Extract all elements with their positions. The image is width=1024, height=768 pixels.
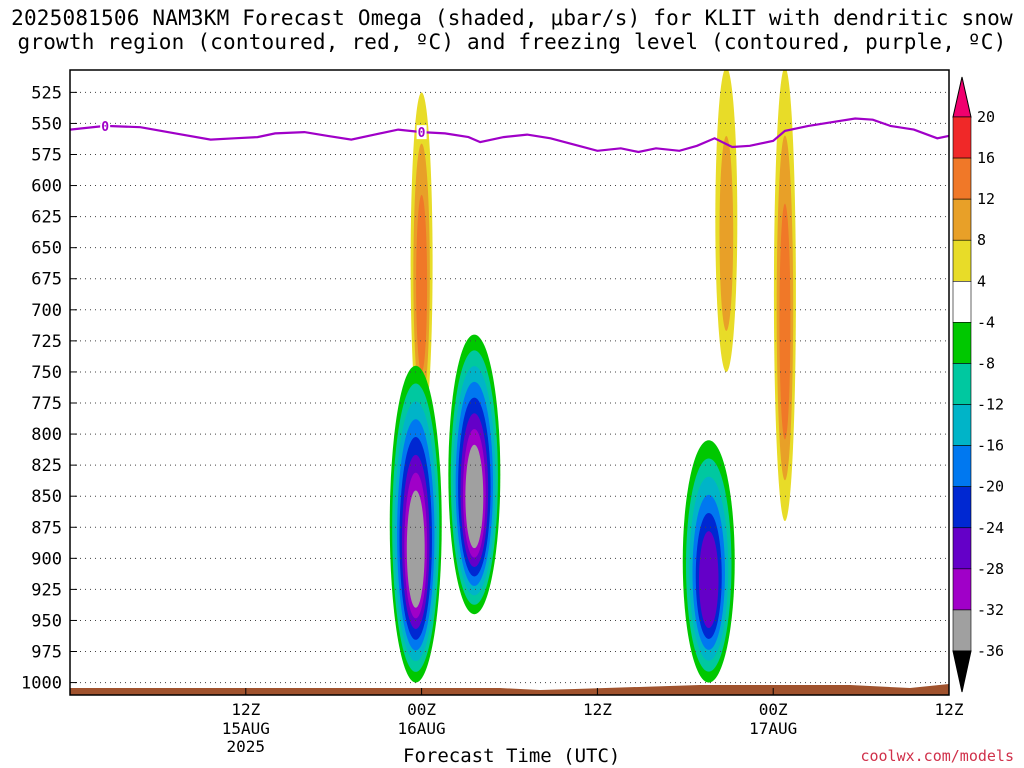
y-tick-label: 800	[31, 425, 62, 445]
x-tick-date: 15AUG	[222, 719, 270, 738]
colorbar-segment	[952, 486, 972, 529]
colorbar: 20 16 12 8 4 -4 -8 -12 -16 -20 -24 -28 -32 -36	[952, 76, 1004, 693]
omega-contour-fill	[698, 531, 719, 629]
chart-title: 2025081506 NAM3KM Forecast Omega (shaded…	[0, 6, 1024, 54]
title-line-2: growth region (contoured, red, ºC) and f…	[17, 30, 1007, 54]
omega-shading	[389, 70, 796, 683]
colorbar-label: -28	[977, 560, 1004, 578]
freezing-level-label: 0	[418, 126, 426, 141]
y-axis-ticks: 525 550 575 600 625 650 675 700 725 750 775 800 825 8…	[21, 83, 77, 694]
colorbar-label: -8	[977, 354, 995, 372]
x-tick-year: 2025	[227, 737, 266, 756]
colorbar-label: 12	[977, 190, 995, 208]
credit-text: coolwx.com/models	[860, 747, 1014, 765]
omega-contour-fill	[779, 203, 791, 440]
colorbar-label: -4	[977, 313, 995, 331]
colorbar-segment	[952, 157, 972, 200]
y-tick-label: 925	[31, 580, 62, 600]
contour-label-bg	[100, 118, 111, 133]
colorbar-segment	[952, 116, 972, 159]
x-tick-label: 12Z	[935, 700, 964, 719]
x-tick-label: 12Z	[231, 700, 260, 719]
colorbar-segment	[952, 322, 972, 364]
colorbar-segment	[952, 363, 972, 405]
y-tick-label: 750	[31, 363, 62, 383]
omega-contour-fill	[406, 490, 425, 608]
x-axis-label: Forecast Time (UTC)	[403, 745, 621, 767]
y-tick-label: 975	[31, 643, 62, 663]
x-tick-label: 00Z	[407, 700, 436, 719]
omega-contour-fill	[719, 136, 734, 331]
y-tick-label: 550	[31, 114, 62, 134]
colorbar-segment	[952, 281, 972, 323]
y-tick-label: 900	[31, 549, 62, 569]
plot-frame	[69, 69, 950, 696]
colorbar-label: -24	[977, 519, 1004, 537]
surface-terrain	[70, 684, 949, 695]
colorbar-bottom-arrow	[952, 650, 972, 693]
omega-contour-fill	[416, 194, 428, 373]
title-line-1: 2025081506 NAM3KM Forecast Omega (shaded…	[11, 6, 1013, 30]
x-tick-date: 17AUG	[749, 719, 797, 738]
x-tick-date: 16AUG	[398, 719, 446, 738]
y-tick-label: 625	[31, 208, 62, 228]
y-tick-label: 575	[31, 145, 62, 165]
y-tick-label: 725	[31, 332, 62, 352]
x-tick-label: 00Z	[759, 700, 788, 719]
colorbar-label: 8	[977, 231, 986, 249]
y-tick-label: 675	[31, 270, 62, 290]
colorbar-segment	[952, 609, 972, 652]
y-tick-label: 600	[31, 177, 62, 197]
y-tick-label: 1000	[21, 674, 62, 694]
colorbar-label: 20	[977, 108, 995, 126]
y-tick-label: 850	[31, 487, 62, 507]
contour-label-bg	[416, 125, 427, 140]
colorbar-label: 16	[977, 149, 995, 167]
y-tick-label: 775	[31, 394, 62, 414]
colorbar-label: -16	[977, 437, 1004, 455]
x-tick-label: 12Z	[583, 700, 612, 719]
colorbar-label: -32	[977, 601, 1004, 619]
colorbar-label: 4	[977, 272, 986, 290]
freezing-level-line	[70, 117, 949, 154]
colorbar-segment	[952, 568, 972, 611]
colorbar-segment	[952, 198, 972, 241]
y-tick-label: 875	[31, 518, 62, 538]
surface-fill	[70, 684, 949, 695]
colorbar-label: -20	[977, 478, 1004, 496]
grid-lines	[70, 91, 949, 684]
colorbar-segment	[952, 239, 972, 282]
colorbar-segment	[952, 527, 972, 570]
colorbar-top-arrow	[952, 76, 972, 118]
colorbar-segment	[952, 445, 972, 487]
freezing-level-label: 0	[101, 120, 109, 135]
omega-contour-fill	[465, 444, 484, 549]
colorbar-label: -36	[977, 642, 1004, 660]
y-tick-label: 825	[31, 456, 62, 476]
colorbar-label: -12	[977, 396, 1004, 414]
y-tick-label: 650	[31, 239, 62, 259]
colorbar-segment	[952, 404, 972, 446]
y-tick-label: 950	[31, 611, 62, 631]
y-tick-label: 700	[31, 301, 62, 321]
y-tick-label: 525	[31, 83, 62, 103]
